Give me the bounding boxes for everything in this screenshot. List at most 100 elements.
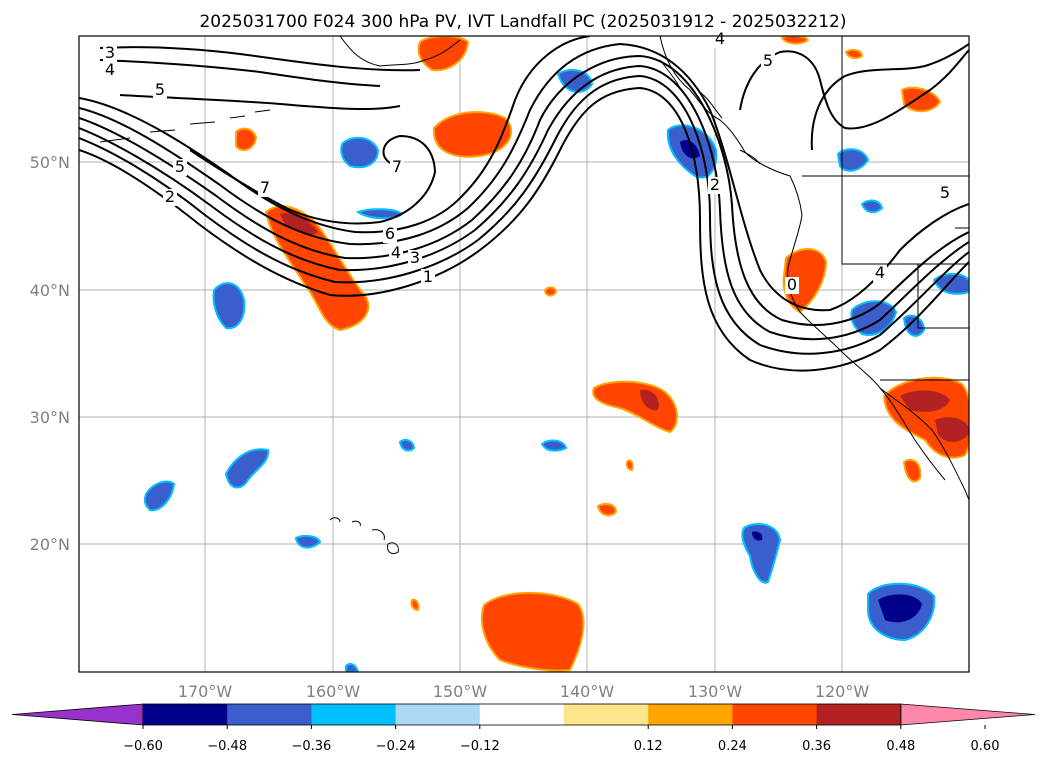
- contour-label-background: [163, 189, 177, 206]
- map-frame: [78, 35, 970, 673]
- positive-anomaly-core: [935, 417, 969, 442]
- lat-label-50n: 50°N: [30, 153, 70, 172]
- pv-contour-12: [810, 43, 969, 151]
- contour-label: 7: [392, 157, 402, 176]
- negative-anomaly-blob: [345, 663, 360, 672]
- negative-anomaly-core: [752, 531, 763, 541]
- contour-label-background: [103, 62, 117, 79]
- map-background: [79, 36, 969, 672]
- colorbar-segment: [564, 704, 649, 725]
- contour-label-background: [713, 31, 727, 48]
- colorbar-extend-min: [11, 703, 144, 726]
- contour-label: 7: [260, 178, 270, 197]
- lon-label-120w: 120°W: [815, 682, 870, 701]
- positive-anomaly-blob: [596, 503, 618, 517]
- baja-coast: [879, 387, 946, 481]
- contour-label: 4: [105, 60, 115, 79]
- hawaiian-islands: [329, 517, 399, 555]
- contour-label: 3: [410, 248, 420, 267]
- negative-anomaly-blob: [741, 523, 782, 584]
- contour-label-background: [708, 177, 722, 194]
- negative-anomaly-blob: [540, 439, 568, 452]
- lat-label-40n: 40°N: [30, 281, 70, 300]
- lon-label-140w: 140°W: [560, 682, 615, 701]
- negative-anomaly-core: [878, 594, 922, 623]
- lon-label-130w: 130°W: [688, 682, 743, 701]
- colorbar-tick-label: 0.48: [886, 739, 915, 754]
- colorbar-segment: [816, 704, 902, 725]
- negative-anomaly-blob: [212, 282, 246, 330]
- contour-label: 5: [763, 51, 773, 70]
- positive-anomaly-blob: [592, 380, 678, 434]
- pv-contour-4: [79, 54, 969, 326]
- positive-anomaly-blob: [235, 127, 258, 152]
- colorbar: [11, 703, 1036, 726]
- colorbar-frame: [142, 703, 902, 726]
- colorbar-tick-label: 0.36: [802, 739, 831, 754]
- lon-label-160w: 160°W: [306, 682, 361, 701]
- contour-label: 1: [423, 267, 433, 286]
- colorbar-segment: [311, 704, 397, 725]
- contour-label: 5: [155, 80, 165, 99]
- contour-label: 6: [385, 224, 395, 243]
- positive-anomaly-blob: [432, 111, 513, 158]
- lat-label-30n: 30°N: [30, 408, 70, 427]
- contour-label-background: [153, 82, 167, 99]
- colorbar-segment: [648, 704, 733, 725]
- positive-anomaly-blob: [900, 86, 942, 113]
- contour-label-background: [390, 159, 404, 176]
- colorbar-segment: [732, 704, 818, 725]
- colorbar-tick-label: −0.36: [291, 739, 331, 754]
- longitude-labels: 170°W 160°W 150°W 140°W 130°W 120°W: [178, 682, 870, 701]
- contour-label-background: [938, 185, 952, 202]
- contour-label: 3: [105, 43, 115, 62]
- colorbar-segment: [143, 704, 228, 725]
- negative-anomaly-blob: [224, 448, 270, 489]
- colorbar-tick-labels: −0.60 −0.48 −0.36 −0.24 −0.12 0.12 0.24 0.36 0.4…: [123, 725, 999, 754]
- contour-label: 5: [175, 157, 185, 176]
- pv-contour-3: [79, 64, 969, 341]
- lat-label-20n: 20°N: [30, 535, 70, 554]
- lon-label-170w: 170°W: [178, 682, 233, 701]
- coastlines: [99, 36, 969, 555]
- colorbar-tick-label: −0.48: [207, 739, 247, 754]
- positive-anomaly-blob: [625, 459, 634, 472]
- positive-anomaly-core: [280, 213, 318, 235]
- positive-anomaly-blob: [480, 591, 585, 672]
- positive-anomaly-blob: [410, 598, 420, 612]
- positive-anomaly-blob: [844, 48, 864, 60]
- anomaly-shading: [143, 36, 969, 672]
- contour-label-background: [173, 159, 187, 176]
- contour-label: 5: [940, 183, 950, 202]
- pv-contour-8: [99, 59, 381, 87]
- contour-label-background: [383, 226, 397, 243]
- negative-anomaly-blob: [902, 314, 926, 337]
- colorbar-segment: [395, 704, 481, 725]
- map-title: 2025031700 F024 300 hPa PV, IVT Landfall…: [199, 12, 846, 32]
- contour-label-background: [421, 269, 435, 286]
- colorbar-extend-max: [900, 703, 1036, 726]
- contour-label: 0: [787, 275, 797, 294]
- colorbar-tick-label: 0.60: [971, 739, 1000, 754]
- positive-anomaly-blob: [902, 458, 922, 483]
- alaska-coast: [339, 36, 461, 67]
- pv-contour-1: [79, 86, 969, 372]
- north-america-coast: [659, 36, 969, 501]
- contour-label-background: [389, 245, 403, 262]
- negative-anomaly-blob: [143, 480, 176, 512]
- pv-contour-7: [189, 134, 437, 225]
- colorbar-segment: [479, 704, 565, 725]
- contour-label-background: [408, 250, 422, 267]
- colorbar-tick-label: −0.12: [460, 739, 500, 754]
- contour-label-background: [103, 45, 117, 62]
- lon-label-150w: 150°W: [433, 682, 488, 701]
- colorbar-tick-label: 0.24: [718, 739, 747, 754]
- pv-contour-9: [99, 46, 421, 72]
- contour-label-background: [873, 265, 887, 282]
- state-borders: [841, 36, 969, 381]
- negative-anomaly-blob: [836, 148, 870, 172]
- pv-contour-5: [79, 42, 969, 312]
- positive-anomaly-core: [640, 389, 659, 411]
